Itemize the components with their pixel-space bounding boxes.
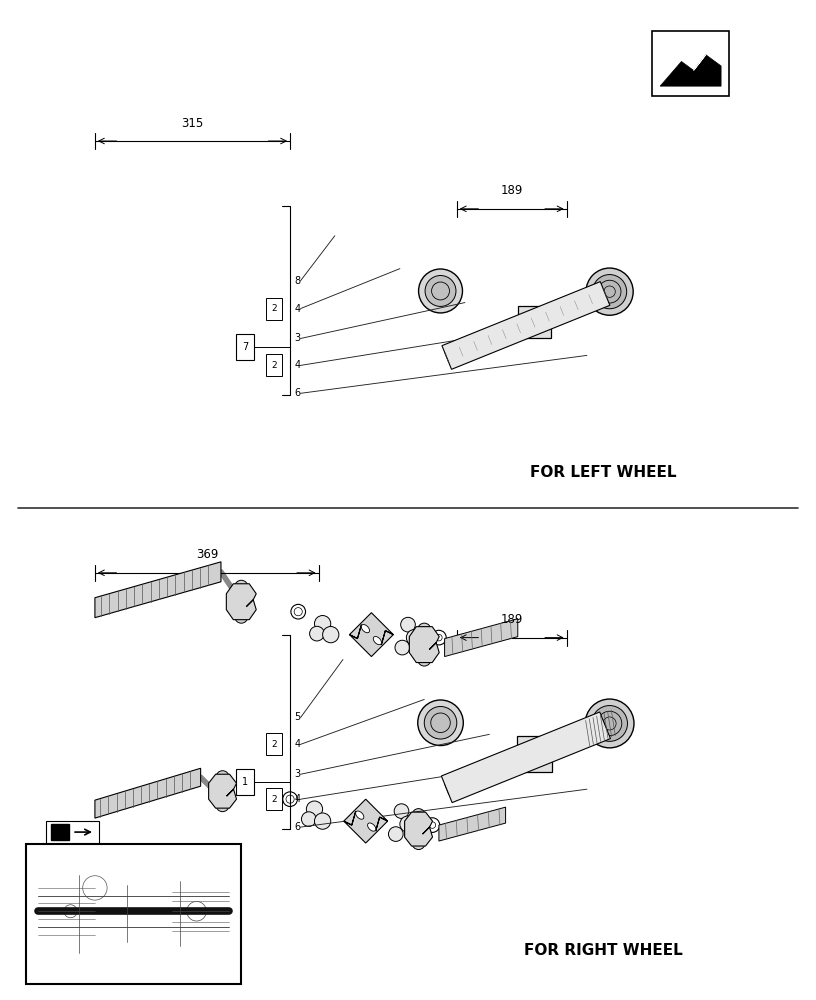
Circle shape [592,706,628,741]
Circle shape [586,268,633,315]
Circle shape [412,837,425,850]
Circle shape [425,276,456,306]
Bar [26,844,242,984]
Circle shape [301,812,316,826]
Polygon shape [51,824,69,840]
Polygon shape [95,562,221,618]
Circle shape [418,653,431,666]
Polygon shape [405,812,432,846]
Circle shape [216,799,229,812]
Text: 2: 2 [271,304,277,313]
Polygon shape [344,799,388,843]
Polygon shape [442,282,610,369]
Circle shape [216,771,229,784]
Circle shape [419,269,463,313]
Text: 4: 4 [294,739,300,749]
Circle shape [395,640,410,655]
Polygon shape [226,584,256,620]
Bar [266,354,282,376]
Bar [266,733,282,755]
Text: 2: 2 [271,795,277,804]
Circle shape [314,616,330,632]
Circle shape [306,801,322,817]
Text: 5: 5 [294,712,300,722]
Polygon shape [694,55,706,70]
Circle shape [401,617,415,632]
Text: 4: 4 [294,360,300,370]
Text: 8: 8 [294,276,300,286]
Polygon shape [439,807,506,841]
Text: 189: 189 [501,184,523,197]
Circle shape [388,827,403,841]
Bar [237,334,255,360]
Circle shape [314,813,330,829]
Circle shape [418,623,431,636]
Text: FOR LEFT WHEEL: FOR LEFT WHEEL [530,465,676,480]
Text: 2: 2 [271,361,277,370]
Polygon shape [410,627,439,663]
Polygon shape [349,613,393,657]
Text: 1: 1 [242,777,248,787]
Circle shape [418,700,463,746]
Circle shape [309,626,324,641]
Bar [266,298,282,320]
Bar [518,306,551,338]
Circle shape [322,626,339,643]
Circle shape [412,809,425,822]
Text: 7: 7 [242,342,249,352]
Text: 4: 4 [294,794,300,804]
Bar [237,769,255,795]
Circle shape [592,275,627,309]
Circle shape [235,610,248,623]
Text: 2: 2 [271,740,277,749]
Text: 6: 6 [294,388,300,398]
Polygon shape [209,774,237,808]
Bar [652,31,730,96]
Ellipse shape [373,636,382,645]
Circle shape [424,706,457,739]
Bar [266,788,282,810]
Text: FOR RIGHT WHEEL: FOR RIGHT WHEEL [524,943,682,958]
Polygon shape [660,55,721,86]
Circle shape [400,816,416,832]
Circle shape [406,629,423,646]
Polygon shape [441,712,610,803]
Text: 3: 3 [294,769,300,779]
Circle shape [394,804,409,818]
Text: 4: 4 [294,304,300,314]
Text: 189: 189 [501,613,523,626]
Circle shape [235,580,248,593]
Ellipse shape [367,823,376,831]
Ellipse shape [356,811,364,819]
Text: 3: 3 [294,333,300,343]
Ellipse shape [361,625,370,633]
Circle shape [585,699,634,748]
Text: 315: 315 [181,117,204,130]
Polygon shape [445,619,518,657]
Text: 6: 6 [294,822,300,832]
Polygon shape [95,768,201,818]
Bar [47,821,99,843]
Text: 369: 369 [196,548,219,561]
Bar [517,736,552,772]
